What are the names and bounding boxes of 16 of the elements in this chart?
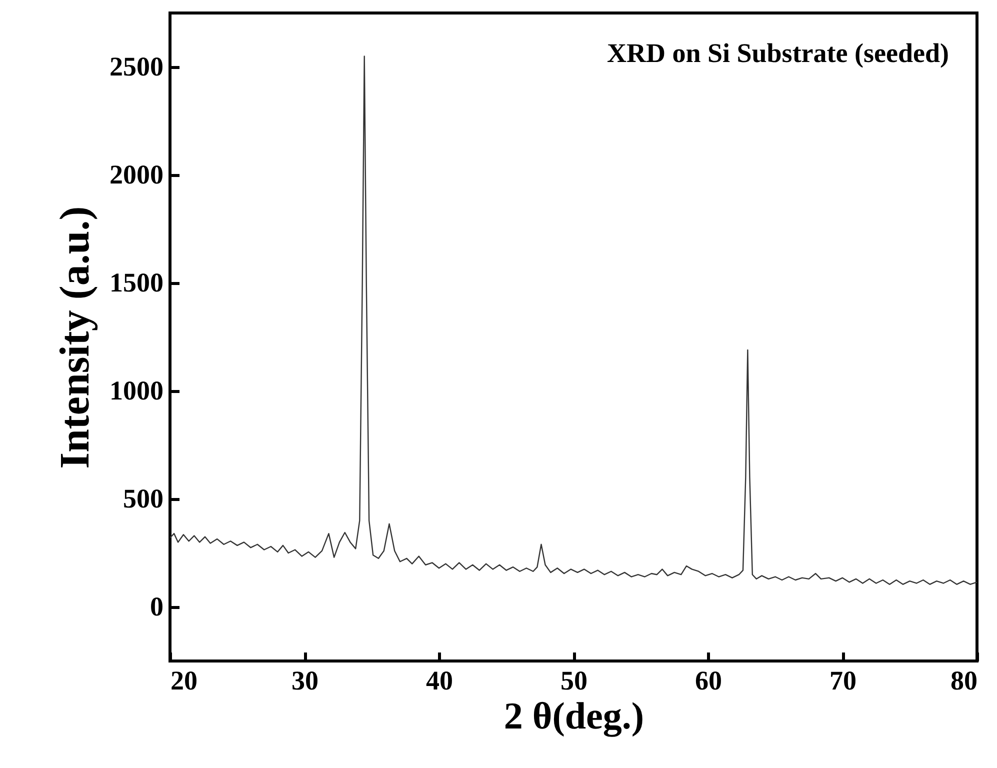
- y-tick-label: 0: [150, 592, 164, 622]
- y-tick-label: 500: [123, 484, 164, 514]
- y-tick-label: 1500: [110, 268, 164, 298]
- y-tick-label: 2000: [110, 160, 164, 190]
- x-tick-label: 20: [170, 666, 198, 696]
- x-tick-label: 70: [830, 666, 856, 696]
- y-axis-title: Intensity (a.u.): [52, 206, 98, 469]
- y-tick-label: 2500: [110, 52, 164, 82]
- annotation: XRD on Si Substrate (seeded): [606, 38, 949, 68]
- x-tick-label: 40: [426, 666, 453, 696]
- y-tick-label: 1000: [110, 376, 164, 406]
- x-tick-label: 80: [950, 666, 978, 696]
- x-tick-label: 30: [292, 666, 318, 696]
- x-tick-label: 60: [695, 666, 722, 696]
- x-tick-label: 50: [560, 666, 588, 696]
- x-axis-title: 2 θ(deg.): [504, 696, 644, 738]
